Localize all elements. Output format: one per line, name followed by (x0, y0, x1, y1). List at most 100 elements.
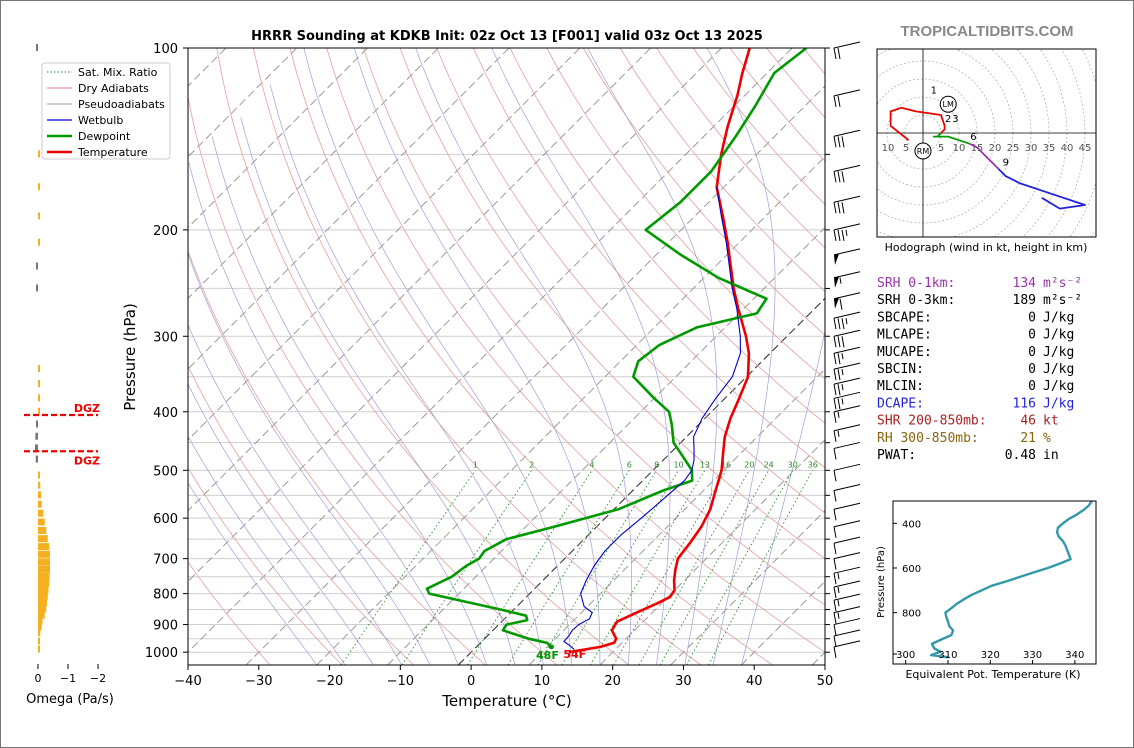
barb-shaft (833, 89, 861, 97)
stat-value: 0.48 (1005, 448, 1036, 463)
stat-label: SRH 0-1km: (877, 276, 955, 291)
pseudoadiabat (353, 48, 601, 665)
barb-flag (833, 624, 837, 636)
stat-value: 0 (1028, 328, 1036, 343)
barb-flag (837, 95, 841, 107)
surface-dewpoint-label: 48F (536, 649, 559, 662)
barb-flag (837, 171, 841, 183)
barb-pennant (834, 253, 839, 265)
isotherm-line (188, 48, 510, 370)
wind-barb (833, 405, 861, 423)
mixing-ratio-label: 2 (529, 460, 534, 469)
dry-adiabat (326, 48, 825, 653)
stat-label: RH 300-850mb: (877, 431, 979, 446)
mixing-ratio-label: 20 (744, 460, 754, 469)
stat-value: 134 (1013, 276, 1037, 291)
omega-bar (38, 592, 48, 600)
omega-bar (38, 365, 40, 373)
storm-motion-label: RM (917, 147, 930, 156)
omega-bar (38, 150, 40, 158)
barb-flag (837, 384, 841, 396)
isotherm-line (599, 439, 825, 665)
omega-bar (38, 407, 40, 415)
stats-table: SRH 0-1km: 134 m²s⁻² SRH 0-3km: 189 m²s⁻² SBCA… (877, 276, 1082, 463)
dry-adiabat (188, 249, 486, 665)
barb-shaft (833, 248, 861, 256)
barb-flag (833, 171, 837, 183)
omega-bar (38, 565, 50, 573)
barb-flag (841, 229, 845, 241)
barb-shaft (833, 377, 861, 385)
storm-motion-label: LM (943, 100, 954, 109)
dry-adiabat (913, 48, 1134, 665)
omega-bar (38, 629, 41, 637)
barb-flag (837, 398, 841, 410)
wind-barb (833, 520, 861, 538)
barb-shaft (833, 41, 861, 49)
wind-barb (833, 377, 861, 396)
x-tick-label: 50 (817, 674, 834, 689)
wind-barb (833, 248, 861, 265)
omega-bar (38, 238, 40, 246)
dry-adiabat (289, 48, 773, 665)
wind-barb (833, 164, 861, 183)
pseudoadiabat (491, 48, 671, 665)
dgz-label: DGZ (74, 402, 100, 415)
omega-bar (35, 432, 38, 440)
mixing-ratio-line (708, 470, 814, 665)
stat-value: 21 (1020, 431, 1036, 446)
stat-unit: J/kg (1043, 328, 1074, 343)
dry-adiabat (802, 48, 825, 75)
mixing-ratio-label: 8 (654, 460, 659, 469)
y-tick-label: 800 (153, 588, 178, 603)
wind-barb (833, 89, 861, 107)
barb-flag (833, 448, 837, 460)
barb-shaft (833, 463, 861, 471)
hodograph-ring-label: 25 (1007, 143, 1020, 154)
wind-barb (833, 311, 861, 330)
barb-flag (833, 600, 837, 612)
pseudoadiabat (188, 482, 318, 665)
barb-shaft (833, 580, 861, 588)
y-tick-label: 600 (153, 512, 178, 527)
hodograph-title: Hodograph (wind in kt, height in km) (885, 241, 1088, 254)
omega-tick-label: −1 (60, 672, 76, 685)
omega-bar (35, 444, 38, 452)
x-tick-label: 0 (467, 674, 475, 689)
barb-half (841, 398, 844, 405)
barb-half (837, 430, 840, 437)
wind-barb (833, 606, 861, 624)
barb-half (841, 384, 844, 391)
hodograph-segment (969, 142, 1000, 170)
legend: Sat. Mix. Ratio Dry Adiabats Pseudoadiabat… (41, 62, 171, 160)
wind-barb (833, 629, 861, 648)
barb-half (841, 353, 844, 360)
stat-label: SBCIN: (877, 362, 924, 377)
hodograph-height-label: 9 (1003, 157, 1009, 168)
dry-adiabat (363, 48, 825, 606)
theta-e-axes: 300 310 320 330 340 400 600 800 (893, 519, 1084, 664)
mixing-ratio-label: 10 (673, 460, 683, 469)
barb-shaft (833, 552, 861, 560)
dry-adiabat (188, 365, 414, 665)
wind-barb (833, 271, 861, 288)
stat-unit: in (1043, 448, 1059, 463)
omega-bar (38, 572, 50, 580)
barb-shaft (833, 484, 861, 491)
barb-flag (833, 318, 837, 330)
omega-bar (38, 599, 47, 607)
skewt-frame (187, 47, 826, 666)
storm-motion-marker (939, 95, 957, 113)
y-tick-label: 200 (153, 224, 178, 239)
dry-adiabat (399, 48, 825, 560)
dry-adiabat (188, 466, 343, 665)
barb-shaft (833, 502, 861, 510)
hodograph-ring-label: 30 (1025, 143, 1038, 154)
zero-isotherm (457, 297, 825, 665)
omega-axis-label: Omega (Pa/s) (26, 692, 114, 707)
omega-bar (38, 605, 47, 613)
hodograph-height-label: 6 (970, 132, 976, 143)
barb-flag (833, 202, 837, 214)
wind-barb (833, 41, 861, 60)
hodograph-segment (997, 168, 1086, 210)
